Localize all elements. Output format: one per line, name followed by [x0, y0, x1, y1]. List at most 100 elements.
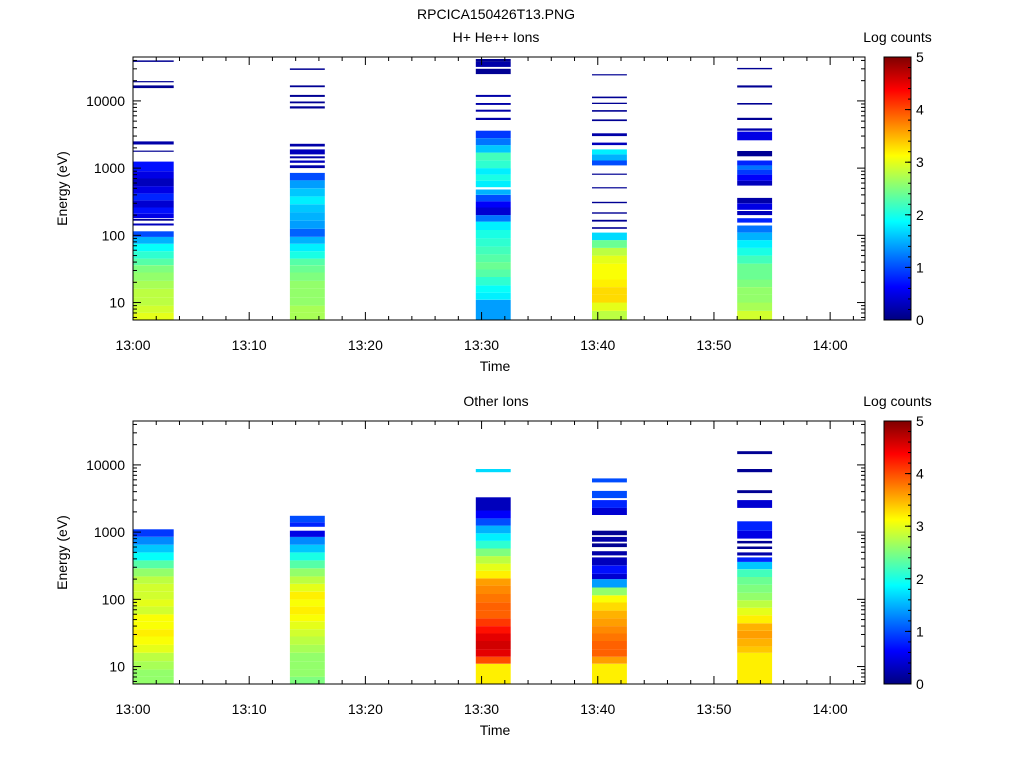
heatmap-cell — [592, 302, 627, 311]
x-tick-label: 13:20 — [348, 337, 383, 353]
heatmap-cell — [592, 610, 627, 619]
heatmap-cell — [475, 594, 511, 603]
heatmap-cell — [592, 579, 627, 588]
heatmap-cell — [133, 60, 174, 62]
heatmap-cell — [737, 247, 773, 256]
colorbar: 0 1 2 3 4 5 Log counts — [863, 29, 932, 328]
heatmap-cell — [737, 255, 773, 264]
heatmap-cell — [737, 240, 773, 248]
heatmap-cell — [133, 544, 174, 553]
heatmap-cell — [737, 646, 773, 653]
y-tick-label: 10 — [109, 295, 125, 311]
heatmap-cell — [133, 606, 174, 615]
heatmap-cell — [475, 61, 511, 67]
heatmap-cell — [592, 565, 627, 574]
heatmap-cell — [737, 584, 773, 593]
y-tick-label: 1000 — [94, 160, 125, 176]
heatmap-cell — [737, 165, 773, 170]
colorbar-label: Log counts — [863, 29, 932, 45]
heatmap-cell — [592, 110, 627, 112]
y-tick-label: 10000 — [86, 457, 125, 473]
heatmap-cell — [289, 188, 325, 197]
heatmap-cell — [133, 171, 174, 179]
colorbar-tick-label: 1 — [916, 623, 924, 639]
heatmap-cell — [133, 536, 174, 545]
heatmap-cell — [592, 543, 627, 548]
heatmap-cell — [289, 149, 325, 155]
heatmap-cell — [475, 497, 511, 511]
x-tick-label: 13:30 — [464, 337, 499, 353]
heatmap-cell — [475, 649, 511, 657]
heatmap-cell — [133, 599, 174, 607]
x-tick-label: 13:00 — [115, 701, 150, 717]
heatmap-cell — [475, 262, 511, 270]
heatmap-cell — [592, 271, 627, 280]
heatmap-cell — [475, 641, 511, 650]
heatmap-cell — [133, 265, 174, 273]
heatmap-cell — [289, 661, 325, 670]
x-axis: 13:00 13:10 13:20 13:30 13:40 13:50 14:00 — [115, 421, 854, 717]
heatmap-cell — [289, 243, 325, 252]
heatmap-cell — [737, 67, 773, 70]
x-tick-label: 14:00 — [813, 701, 848, 717]
heatmap-cell — [737, 103, 773, 105]
heatmap-cell — [592, 633, 627, 641]
y-tick-label: 100 — [102, 227, 126, 243]
y-axis-label: Energy (eV) — [54, 515, 70, 590]
colorbar: 0 1 2 3 4 5 Log counts — [863, 393, 932, 692]
colorbar-tick-label: 0 — [916, 676, 924, 692]
heatmap-cell — [592, 507, 627, 515]
heatmap-cell — [592, 154, 627, 161]
y-axis: 10 100 1000 10000 — [86, 423, 865, 682]
heatmap-cell — [737, 287, 773, 295]
heatmap-cell — [289, 204, 325, 213]
heatmap-cell — [475, 510, 511, 519]
heatmap-cell — [133, 677, 174, 684]
heatmap-cell — [289, 636, 325, 645]
heatmap-cell — [133, 568, 174, 577]
x-tick-label: 13:40 — [580, 701, 615, 717]
heatmap-cell — [592, 173, 627, 175]
heatmap-cell — [133, 552, 174, 561]
heatmap-cell — [133, 560, 174, 569]
heatmap-cell — [737, 225, 773, 233]
heatmap-cell — [289, 288, 325, 298]
heatmap-cell — [133, 243, 174, 252]
heatmap-cell — [133, 629, 174, 637]
heatmap-cell — [289, 544, 325, 553]
heatmap-cell — [592, 96, 627, 99]
heatmap-cell — [475, 138, 511, 146]
heatmap-cell — [475, 221, 511, 230]
heatmap-cell — [592, 626, 627, 634]
heatmap-cell — [475, 602, 511, 611]
heatmap-cell — [133, 280, 174, 289]
heatmap-cell — [133, 583, 174, 592]
heatmap-cell — [592, 255, 627, 264]
heatmap-cell — [592, 595, 627, 603]
heatmap-cell — [737, 592, 773, 601]
heatmap-cell — [475, 563, 511, 571]
heatmap-cell — [289, 591, 325, 600]
heatmap-cell — [289, 621, 325, 630]
heatmap-cell — [289, 536, 325, 545]
heatmap-cell — [475, 168, 511, 175]
heatmap-cell — [475, 626, 511, 634]
heatmap-cell — [737, 180, 773, 186]
colorbar-tick-label: 3 — [916, 154, 924, 170]
heatmap-cell — [289, 599, 325, 607]
heatmap-cell — [475, 618, 511, 627]
heatmap-cell — [475, 194, 511, 202]
heatmap-cell — [289, 106, 325, 109]
colorbar-tick-label: 3 — [916, 518, 924, 534]
heatmap-cell — [133, 652, 174, 662]
colorbar-tick-label: 2 — [916, 207, 924, 223]
heatmap-cell — [737, 600, 773, 608]
heatmap-cell — [592, 287, 627, 295]
heatmap-cells — [133, 451, 773, 684]
heatmap-cell — [737, 557, 773, 562]
heatmap-cell — [289, 313, 325, 320]
heatmap-cell — [133, 219, 174, 221]
heatmap-cell — [289, 251, 325, 259]
heatmap-cell — [133, 178, 174, 187]
